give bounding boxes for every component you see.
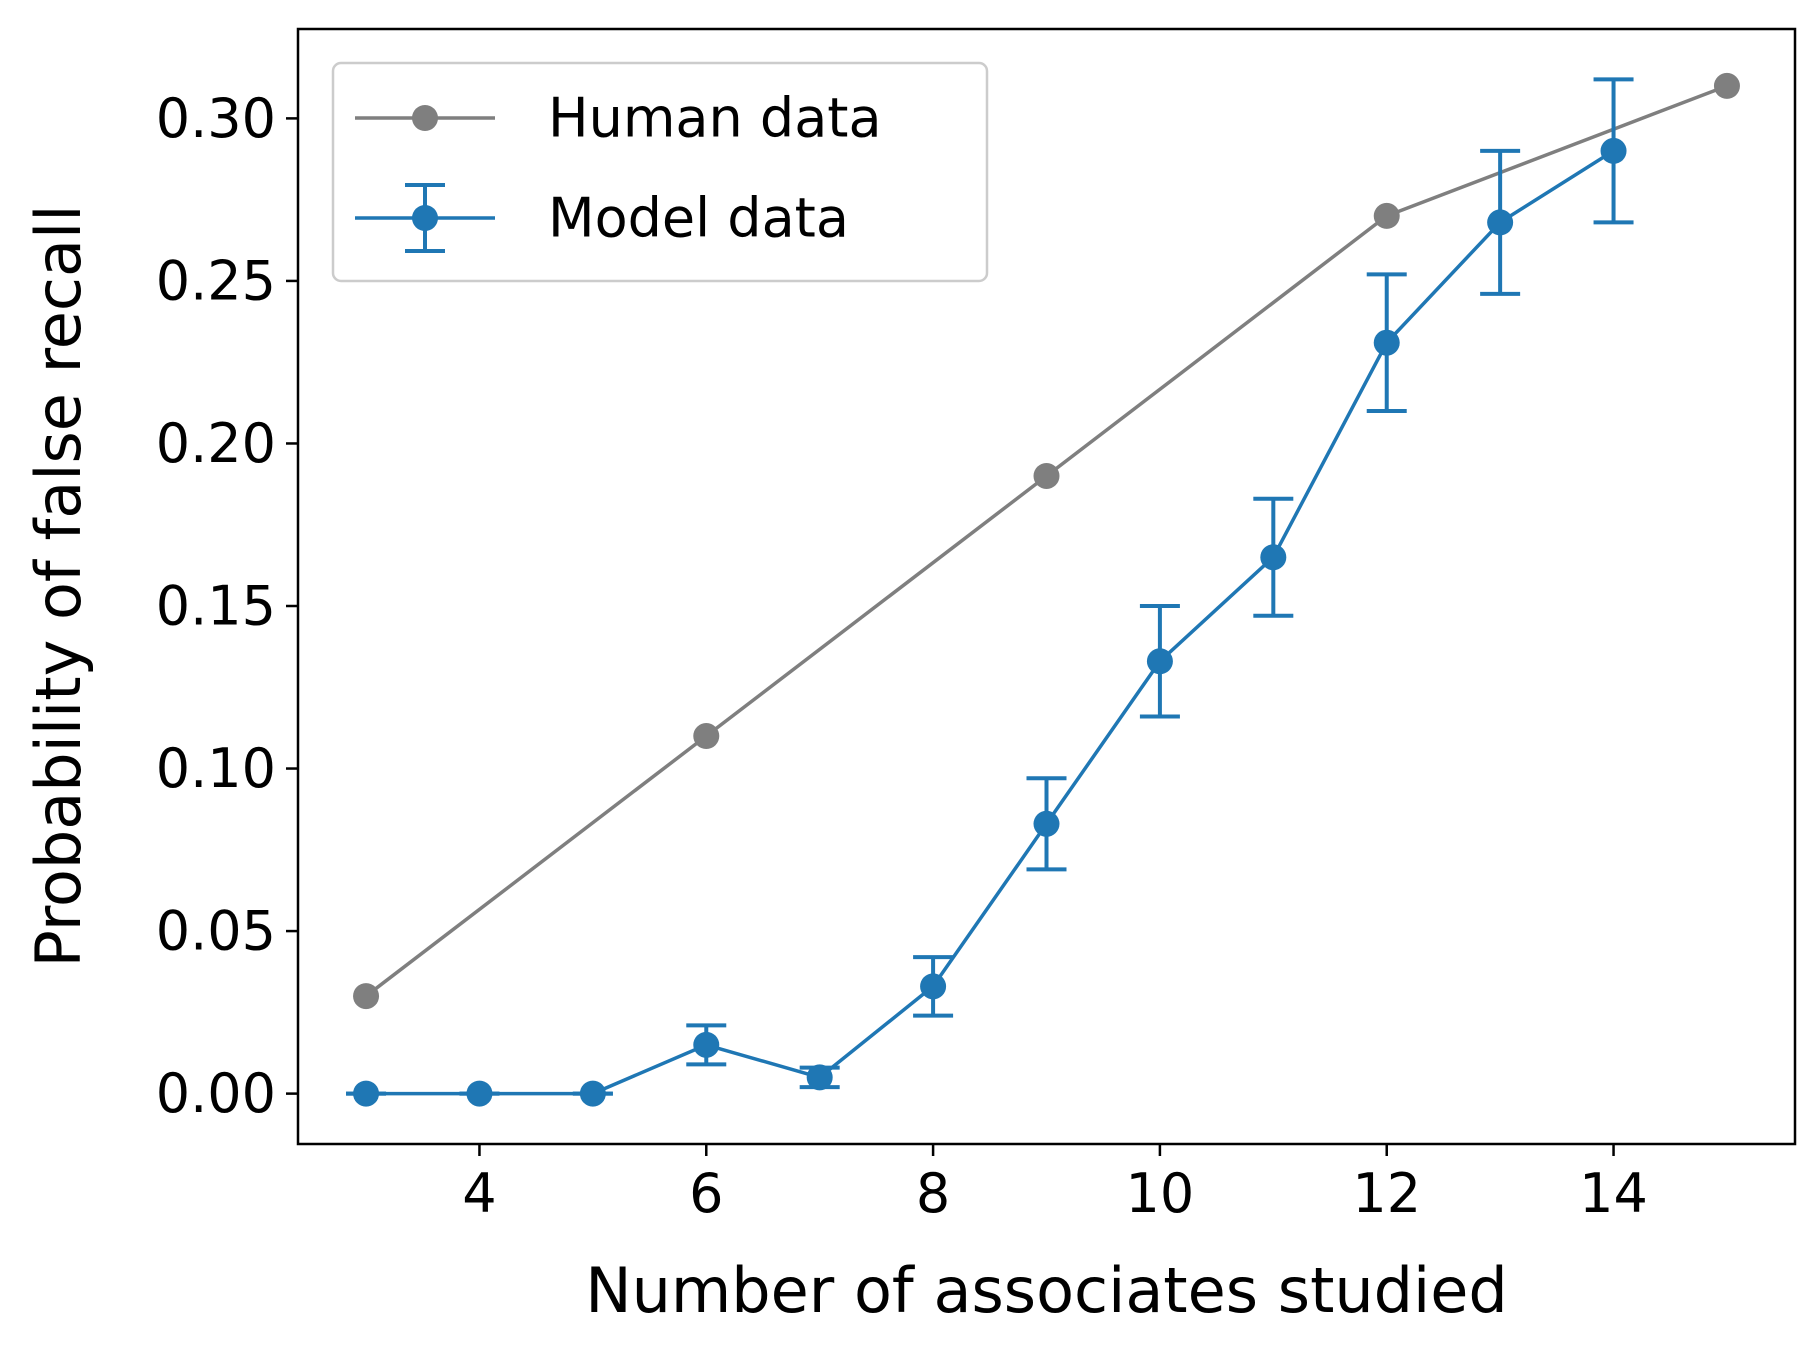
x-tick-label: 4 [462,1162,496,1225]
plot-frame [296,27,1797,1146]
human-data-point [693,723,720,750]
legend-human-marker [412,105,438,131]
legend-entry-model: Model data [355,183,849,253]
legend-entry-human: Human data [355,87,882,150]
model-data-point [1146,648,1173,675]
model-data-point [1033,810,1060,837]
tick-layer: 4 6 8 10 12 14 0.00 0.05 0.10 0.15 0.20 0.25 0.30 [156,87,1648,1225]
human-data-point [1033,462,1060,489]
legend: Human data Model data [331,61,989,283]
y-tick-label: 0.10 [156,737,276,800]
model-data-point [1600,137,1627,164]
legend-human-label: Human data [548,87,882,150]
legend-frame [331,61,989,283]
x-tick-label: 6 [689,1162,723,1225]
model-data-point [1373,329,1400,356]
x-tick-label: 14 [1579,1162,1648,1225]
x-tick-label: 10 [1126,1162,1195,1225]
x-tick-label: 12 [1352,1162,1421,1225]
legend-model-marker [412,205,438,231]
y-tick-label: 0.20 [156,412,276,475]
y-tick-label: 0.00 [156,1062,276,1125]
legend-model-label: Model data [548,187,849,250]
y-axis-title: Probability of false recall [22,205,95,968]
human-data-point [1373,202,1400,229]
human-data-point [1713,72,1740,99]
model-data-point [466,1080,493,1107]
model-data-point [693,1031,720,1058]
x-axis-title: Number of associates studied [585,1254,1508,1327]
model-data-point [1260,544,1287,571]
model-data-point [353,1080,380,1107]
series-layer [346,72,1740,1107]
model-data-point [1487,209,1514,236]
y-tick-label: 0.15 [156,575,276,638]
x-tick-label: 8 [916,1162,950,1225]
human-data-point [353,983,380,1010]
model-data-point [579,1080,606,1107]
model-data-point [806,1064,833,1091]
y-tick-label: 0.30 [156,87,276,150]
y-tick-label: 0.25 [156,249,276,312]
model-data-point [920,973,947,1000]
y-tick-label: 0.05 [156,900,276,963]
